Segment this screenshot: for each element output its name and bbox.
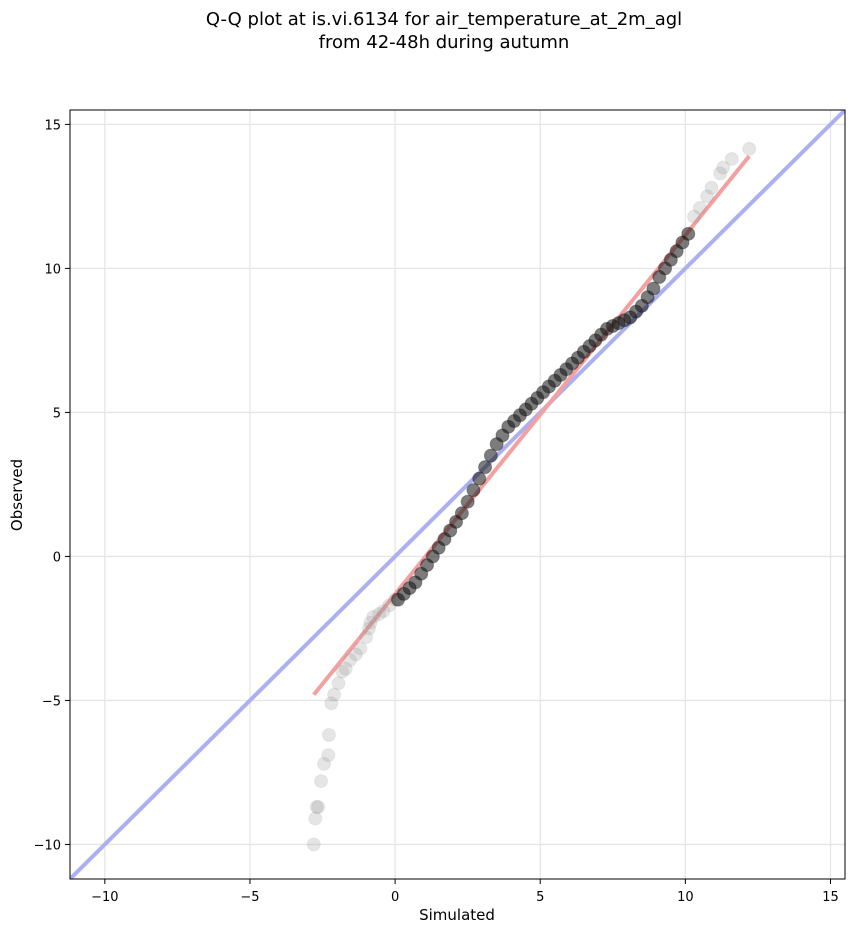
identity-line: [70, 110, 845, 879]
qq-point-tail: [309, 799, 324, 814]
y-tick-label: 5: [53, 406, 61, 421]
qq-point-tail: [314, 774, 329, 789]
qq-point-tail: [700, 189, 715, 204]
x-tick-label: 15: [822, 890, 839, 905]
qq-point: [483, 448, 498, 463]
axis-ticks: −10 −5 0 5 10 15 −10 −5 0 5 10 15: [34, 118, 839, 905]
qq-point-tail: [361, 621, 376, 636]
y-axis-label: Observed: [8, 459, 26, 531]
qq-point: [478, 460, 493, 475]
qq-point-tail: [321, 748, 336, 763]
x-tick-label: −5: [240, 890, 259, 905]
qq-point: [646, 281, 661, 296]
qq-point-tail: [335, 664, 350, 679]
qq-point-tail: [724, 151, 739, 166]
chart-title-line-2: from 42-48h during autumn: [319, 32, 570, 53]
qq-point: [472, 471, 487, 486]
qq-point: [460, 494, 475, 509]
y-tick-label: −10: [34, 838, 61, 853]
qq-point-tail: [716, 160, 731, 175]
qq-point-tail: [338, 661, 353, 676]
qq-point-tail: [692, 200, 707, 215]
chart-title-line-1: Q-Q plot at is.vi.6134 for air_temperatu…: [206, 9, 682, 30]
plot-area: [70, 110, 845, 879]
qq-point-tail: [704, 180, 719, 195]
qq-point-tail: [308, 811, 323, 826]
y-tick-label: −5: [42, 694, 61, 709]
plot-frame: [69, 109, 846, 880]
grid-lines: [70, 110, 845, 879]
y-tick-label: 10: [44, 262, 61, 277]
qq-point-tail: [311, 799, 326, 814]
qq-point-tail: [327, 687, 342, 702]
qq-point-tail: [321, 727, 336, 742]
y-tick-label: 0: [53, 550, 61, 565]
y-tick-label: 15: [44, 118, 61, 133]
x-tick-label: −10: [91, 890, 118, 905]
x-tick-label: 10: [677, 890, 694, 905]
qq-point-tail: [306, 837, 321, 852]
qq-point: [681, 226, 696, 241]
qq-point-tail: [324, 696, 339, 711]
qq-point-tail: [366, 609, 381, 624]
qq-point: [454, 506, 469, 521]
qq-point: [466, 483, 481, 498]
x-tick-label: 5: [536, 890, 544, 905]
qq-point-tail: [316, 756, 331, 771]
qq-point-tail: [687, 209, 702, 224]
qq-point-tail: [348, 647, 363, 662]
qq-point-tail: [742, 141, 757, 156]
qq-point-tail: [331, 676, 346, 691]
qq-point-tail: [376, 604, 391, 619]
qq-point-tail: [713, 166, 728, 181]
qq-point-tail: [372, 607, 387, 622]
qq-point-tail: [353, 641, 368, 656]
x-axis-label: Simulated: [419, 906, 495, 924]
qq-point-tail: [359, 630, 374, 645]
qq-point-tail: [343, 653, 358, 668]
qq-point-tail: [363, 615, 378, 630]
x-tick-label: 0: [391, 890, 399, 905]
